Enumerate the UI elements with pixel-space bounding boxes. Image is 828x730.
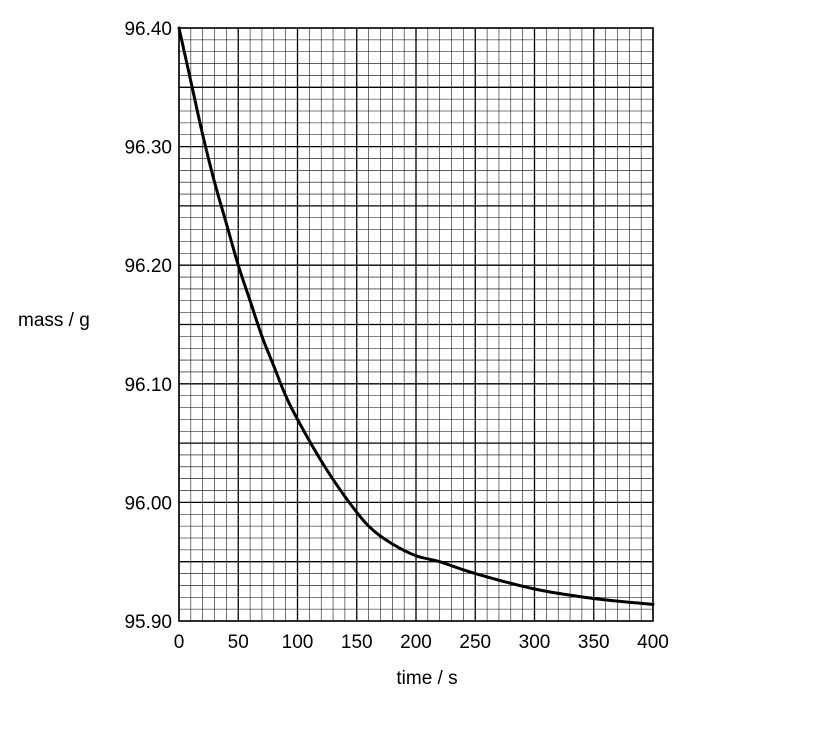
chart-grid (178, 27, 654, 622)
x-tick-label: 250 (459, 632, 491, 653)
y-tick-label: 96.40 (124, 19, 172, 40)
series-line (177, 26, 655, 606)
x-tick-label: 400 (637, 632, 669, 653)
x-tick-label: 100 (282, 632, 314, 653)
x-tick-label: 300 (519, 632, 551, 653)
x-tick-label: 200 (400, 632, 432, 653)
y-tick-label: 96.20 (124, 256, 172, 277)
x-tick-label: 0 (174, 632, 185, 653)
x-axis-label: time / s (396, 668, 457, 689)
y-tick-label: 95.90 (124, 612, 172, 633)
y-tick-label: 96.00 (124, 493, 172, 514)
x-tick-label: 150 (341, 632, 373, 653)
y-tick-label: 96.30 (124, 138, 172, 159)
plot-border (178, 27, 654, 622)
y-tick-label: 96.10 (124, 375, 172, 396)
x-tick-label: 50 (228, 632, 249, 653)
x-tick-label: 350 (578, 632, 610, 653)
y-axis-label: mass / g (18, 310, 90, 331)
